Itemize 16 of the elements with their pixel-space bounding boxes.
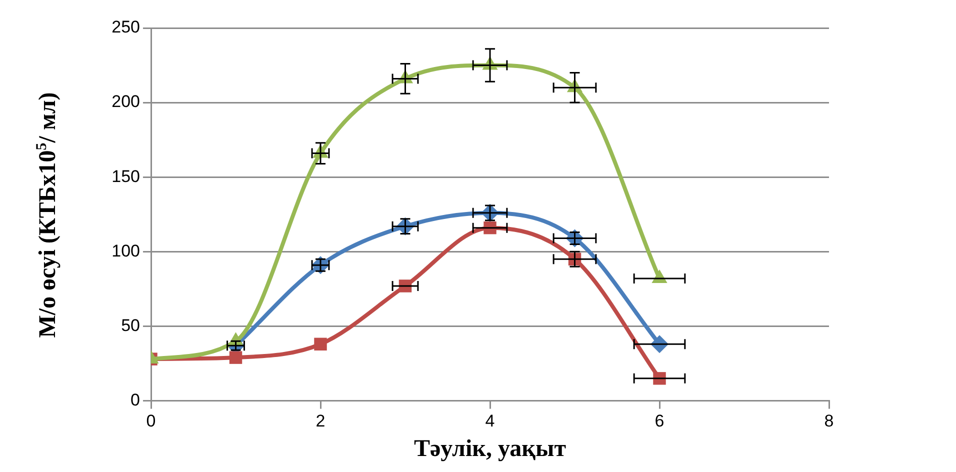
x-tick-label: 2	[316, 412, 326, 431]
y-tick-label: 250	[112, 18, 140, 37]
x-tick-label: 0	[146, 412, 156, 431]
x-tick-label: 4	[485, 412, 495, 431]
y-tick-label: 200	[112, 92, 140, 112]
y-tick-label: 100	[112, 241, 140, 260]
y-tick-label: 0	[130, 390, 140, 410]
x-tick-label: 6	[654, 412, 664, 431]
x-axis-title: Тәулік, уақыт	[414, 436, 566, 462]
y-tick-label: 150	[112, 166, 140, 186]
y-tick-label: 50	[121, 316, 140, 335]
point	[481, 204, 499, 222]
point	[396, 217, 414, 236]
x-tick-label: 8	[824, 412, 834, 431]
point	[314, 338, 327, 350]
point	[229, 351, 242, 364]
